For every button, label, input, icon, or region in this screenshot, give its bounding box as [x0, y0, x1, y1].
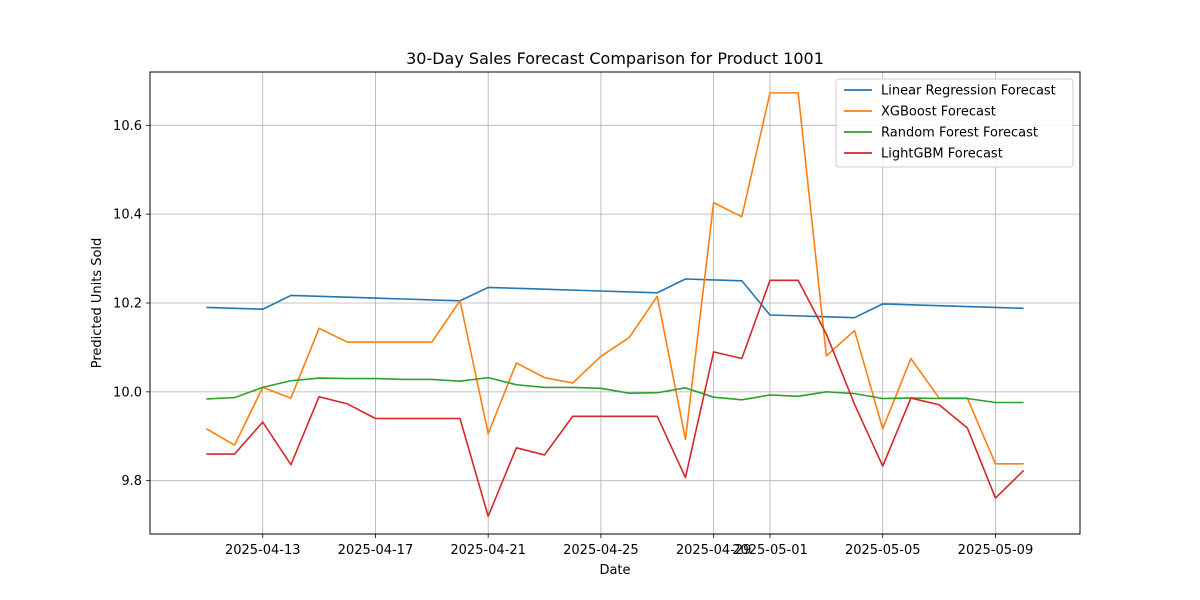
y-tick-label: 10.0 — [113, 385, 142, 400]
chart-title: 30-Day Sales Forecast Comparison for Pro… — [406, 49, 824, 68]
x-axis-title: Date — [599, 563, 630, 578]
x-tick-label: 2025-05-05 — [845, 543, 921, 558]
x-tick-label: 2025-05-09 — [958, 543, 1034, 558]
y-tick-label: 9.8 — [121, 474, 142, 489]
legend-label: Random Forest Forecast — [881, 126, 1038, 141]
legend-label: LightGBM Forecast — [881, 147, 1003, 162]
legend-label: Linear Regression Forecast — [881, 84, 1056, 99]
axis-ticks: 2025-04-13 2025-04-17 2025-04-21 2025-04-25… — [113, 119, 1033, 558]
x-tick-label: 2025-04-17 — [338, 543, 414, 558]
y-tick-label: 10.4 — [113, 208, 142, 223]
x-tick-label: 2025-04-13 — [225, 543, 301, 558]
x-tick-label: 2025-04-29 — [676, 543, 752, 558]
series-line-4 — [206, 279, 1025, 518]
legend: Linear Regression Forecast XGBoost Foreca… — [835, 78, 1074, 168]
series-lines — [205, 92, 1025, 518]
series-line-2 — [205, 92, 1024, 465]
x-tick-label: 2025-04-25 — [563, 543, 639, 558]
legend-box — [835, 78, 1074, 168]
y-axis-title: Predicted Units Sold — [90, 238, 105, 369]
x-tick-label: 2025-04-21 — [450, 543, 526, 558]
series-line-1 — [206, 278, 1024, 319]
y-tick-label: 10.2 — [113, 297, 142, 312]
series-line-3 — [206, 376, 1024, 404]
x-tick-label: 2025-05-01 — [732, 543, 808, 558]
y-tick-label: 10.6 — [113, 119, 142, 134]
legend-label: XGBoost Forecast — [881, 105, 996, 120]
